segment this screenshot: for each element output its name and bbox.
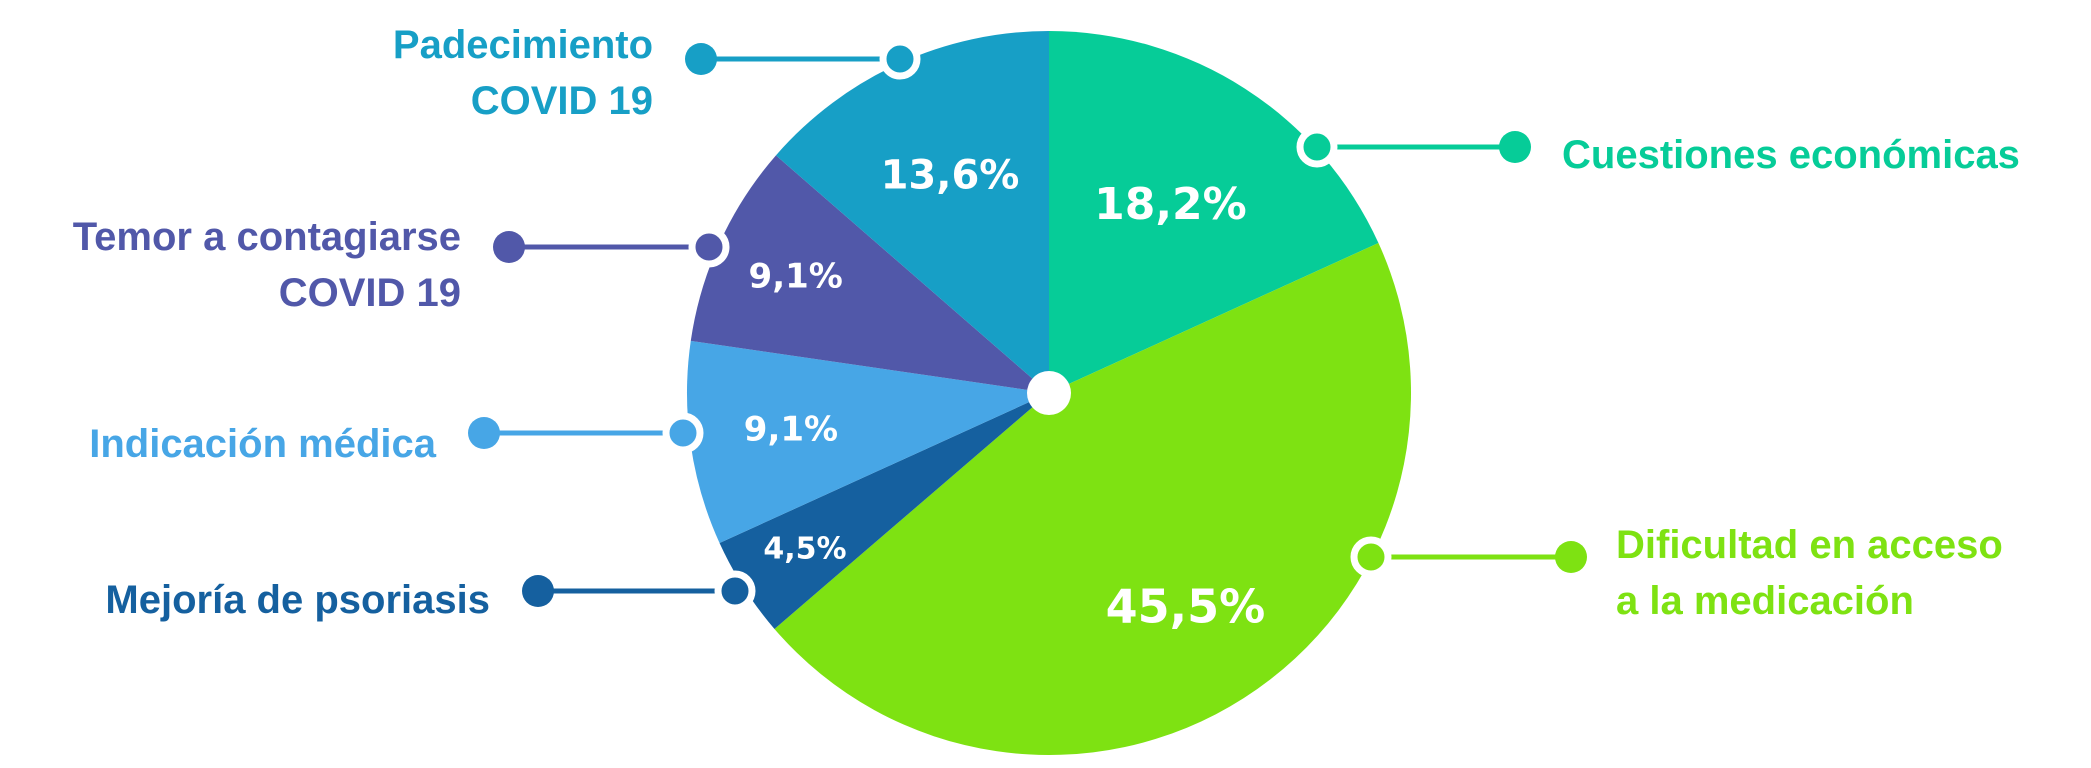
slice-category-label: Temor a contagiarse COVID 19: [73, 215, 461, 315]
slice-category-label-line: Padecimiento: [393, 23, 653, 67]
callout-anchor-dot: [688, 226, 730, 268]
percentage-labels: 18,2% 45,5% 4,5% 9,1% 9,1% 13,6%: [744, 153, 1265, 634]
slice-category-label-line: COVID 19: [279, 271, 461, 315]
slice-category-label: Cuestiones económicas: [1562, 133, 2020, 177]
callout-end-dot: [522, 575, 554, 607]
pie-slice: [1049, 31, 1379, 393]
callout-end-dot: [493, 231, 525, 263]
callout-anchor-dot: [662, 412, 704, 454]
callout-end-dot: [468, 417, 500, 449]
callout-anchor-dot: [714, 570, 756, 612]
callout-anchor-dot: [1296, 126, 1338, 168]
slice-category-label: Indicación médica: [89, 422, 437, 466]
pie-slices: [687, 31, 1412, 756]
callout-anchor-dot: [1350, 536, 1392, 578]
pie-slice: [690, 155, 1049, 393]
callout-end-dot: [685, 43, 717, 75]
slice-category-label-line: Indicación médica: [89, 422, 437, 466]
slice-category-label: Mejoría de psoriasis: [105, 578, 490, 622]
slice-value-label: 9,1%: [749, 257, 843, 297]
pie-slice: [719, 393, 1049, 629]
callout-end-dot: [1555, 541, 1587, 573]
pie-center-dot: [1027, 371, 1071, 415]
slice-category-label-line: Mejoría de psoriasis: [105, 578, 490, 622]
pie-slice: [775, 31, 1049, 393]
slice-category-label-line: Cuestiones económicas: [1562, 133, 2020, 177]
slice-category-label-line: COVID 19: [471, 79, 653, 123]
slice-category-label-line: Dificultad en acceso: [1616, 523, 2003, 567]
slice-category-label-line: Temor a contagiarse: [73, 215, 461, 259]
slice-category-label: Padecimiento COVID 19: [393, 23, 653, 123]
slice-value-label: 13,6%: [881, 153, 1020, 199]
slice-category-label-line: a la medicación: [1616, 579, 1914, 623]
slice-value-label: 9,1%: [744, 410, 838, 450]
pie-slice: [774, 242, 1412, 756]
slice-category-label: Dificultad en acceso a la medicación: [1616, 523, 2003, 623]
slice-value-label: 18,2%: [1094, 179, 1247, 230]
slice-value-label: 45,5%: [1106, 580, 1266, 634]
slice-value-label: 4,5%: [763, 531, 846, 566]
callout-anchor-dot: [879, 38, 921, 80]
callouts: Cuestiones económicas Dificultad en acces…: [73, 23, 2020, 623]
callout-end-dot: [1499, 131, 1531, 163]
pie-slice: [687, 340, 1049, 544]
